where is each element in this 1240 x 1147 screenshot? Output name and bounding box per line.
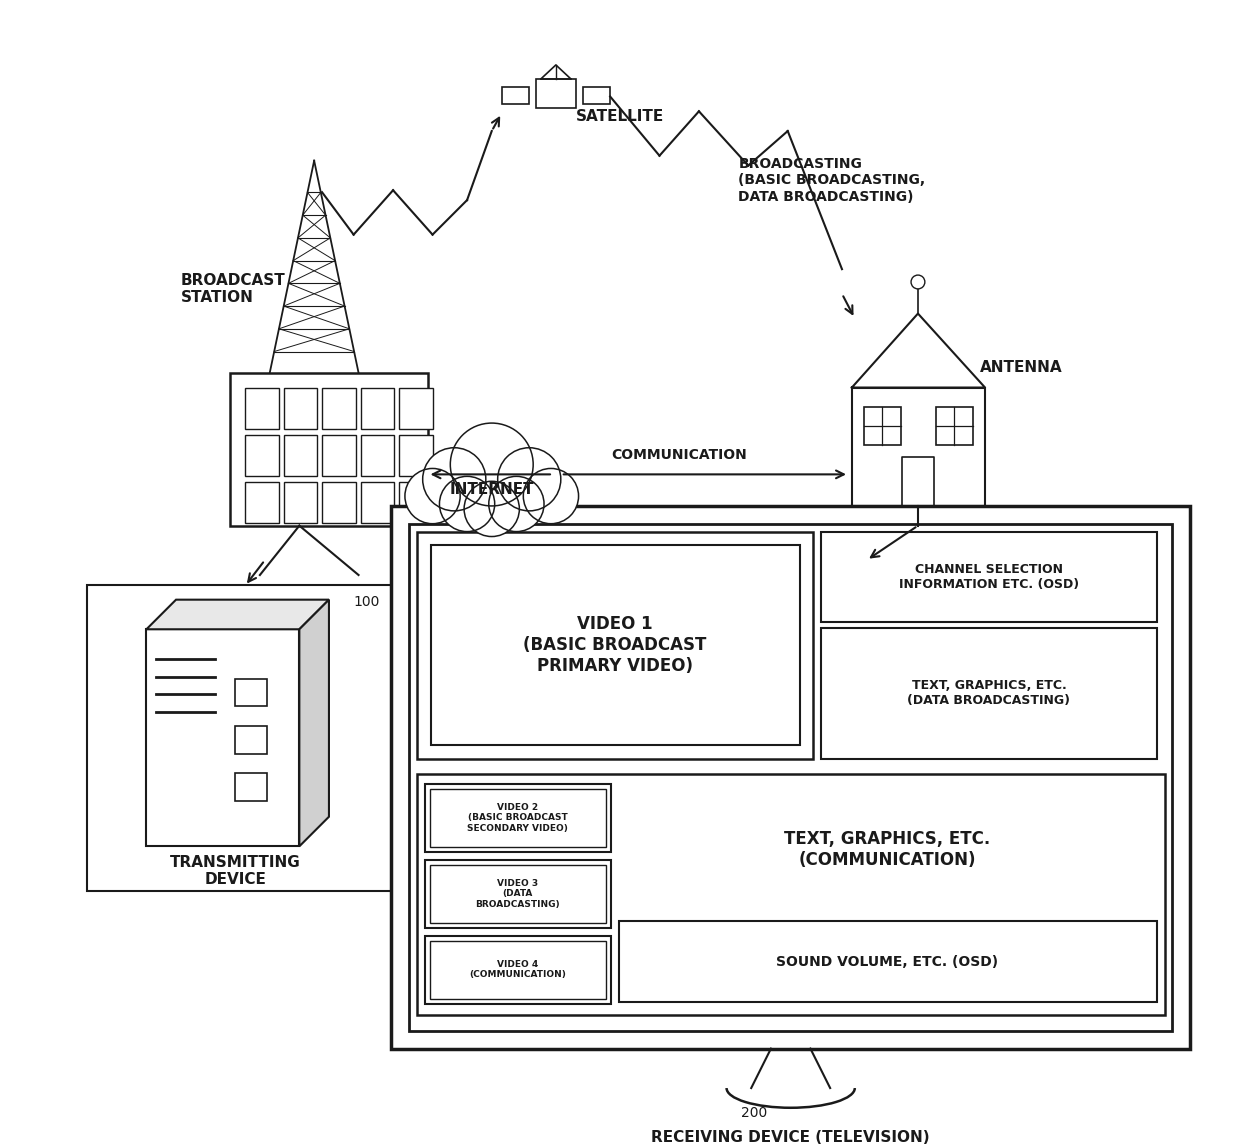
Text: COMMUNICATION: COMMUNICATION <box>611 447 746 461</box>
Text: TEXT, GRAPHICS, ETC.
(DATA BROADCASTING): TEXT, GRAPHICS, ETC. (DATA BROADCASTING) <box>908 679 1070 708</box>
Bar <box>399 388 433 429</box>
Bar <box>429 865 606 923</box>
Circle shape <box>405 468 460 524</box>
Bar <box>424 860 611 928</box>
Text: VIDEO 3
(DATA
BROADCASTING): VIDEO 3 (DATA BROADCASTING) <box>475 879 559 908</box>
Bar <box>284 388 317 429</box>
Polygon shape <box>146 600 329 630</box>
Bar <box>391 506 1190 1048</box>
Bar <box>409 524 1173 1031</box>
Text: 200: 200 <box>742 1106 768 1119</box>
Bar <box>417 774 1164 1015</box>
Text: ANTENNA: ANTENNA <box>980 360 1063 375</box>
Bar <box>284 435 317 476</box>
Bar <box>502 87 529 104</box>
Bar <box>322 435 356 476</box>
Bar <box>146 630 299 846</box>
Bar <box>246 388 279 429</box>
Circle shape <box>423 447 486 510</box>
Circle shape <box>439 476 495 531</box>
Circle shape <box>464 482 520 537</box>
Bar <box>246 435 279 476</box>
Text: CHANNEL SELECTION
INFORMATION ETC. (OSD): CHANNEL SELECTION INFORMATION ETC. (OSD) <box>899 563 1079 591</box>
Text: SOUND VOLUME, ETC. (OSD): SOUND VOLUME, ETC. (OSD) <box>776 954 998 969</box>
Bar <box>361 435 394 476</box>
Text: TRANSMITTING
DEVICE: TRANSMITTING DEVICE <box>170 855 300 887</box>
Bar <box>429 789 606 848</box>
Bar <box>87 585 403 891</box>
Bar <box>424 936 611 1004</box>
Text: TEXT, GRAPHICS, ETC.
(COMMUNICATION): TEXT, GRAPHICS, ETC. (COMMUNICATION) <box>784 830 991 868</box>
Bar <box>231 373 428 525</box>
Bar <box>361 388 394 429</box>
Bar <box>399 482 433 523</box>
Bar <box>852 388 985 506</box>
Bar <box>417 531 813 758</box>
Text: INTERNET: INTERNET <box>449 482 534 497</box>
Bar <box>821 629 1157 758</box>
Text: BROADCASTING
(BASIC BROADCASTING,
DATA BROADCASTING): BROADCASTING (BASIC BROADCASTING, DATA B… <box>738 157 925 203</box>
Bar <box>246 482 279 523</box>
Text: VIDEO 4
(COMMUNICATION): VIDEO 4 (COMMUNICATION) <box>469 960 565 980</box>
Bar <box>236 726 267 754</box>
Circle shape <box>489 476 544 531</box>
Bar <box>536 79 575 108</box>
Text: RECEIVING DEVICE (TELEVISION): RECEIVING DEVICE (TELEVISION) <box>651 1130 930 1145</box>
Bar <box>322 482 356 523</box>
Bar <box>322 388 356 429</box>
Bar <box>583 87 610 104</box>
Text: 100: 100 <box>353 594 379 609</box>
Bar <box>236 679 267 707</box>
Circle shape <box>523 468 579 524</box>
Text: VIDEO 2
(BASIC BROADCAST
SECONDARY VIDEO): VIDEO 2 (BASIC BROADCAST SECONDARY VIDEO… <box>467 803 568 833</box>
Bar <box>619 921 1157 1002</box>
Text: SATELLITE: SATELLITE <box>575 109 665 124</box>
Circle shape <box>450 423 533 506</box>
Bar <box>821 531 1157 623</box>
Bar <box>429 941 606 999</box>
Polygon shape <box>299 600 329 846</box>
Bar <box>236 773 267 801</box>
Bar <box>864 407 901 445</box>
Bar <box>284 482 317 523</box>
Circle shape <box>911 275 925 289</box>
Text: VIDEO 1
(BASIC BROADCAST
PRIMARY VIDEO): VIDEO 1 (BASIC BROADCAST PRIMARY VIDEO) <box>523 615 707 674</box>
Bar <box>424 785 611 852</box>
Bar <box>399 435 433 476</box>
Bar <box>936 407 973 445</box>
Bar <box>361 482 394 523</box>
Text: BROADCAST
STATION: BROADCAST STATION <box>181 273 285 305</box>
Circle shape <box>497 447 560 510</box>
Bar <box>430 546 800 744</box>
